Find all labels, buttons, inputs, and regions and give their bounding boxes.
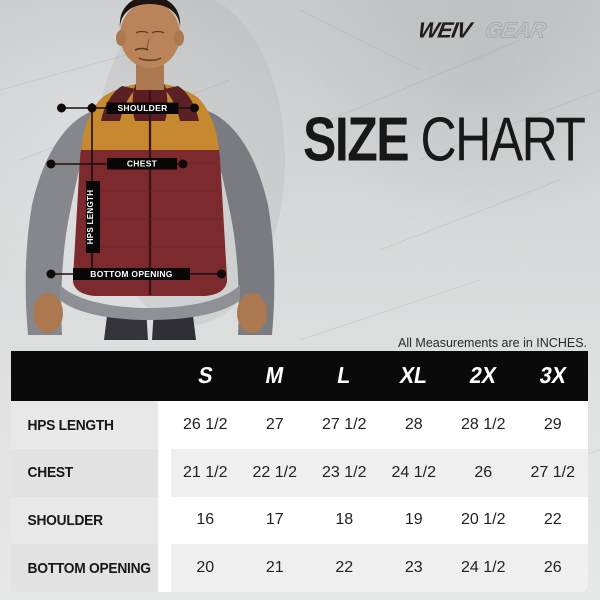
svg-text:WEIV: WEIV (420, 18, 476, 43)
svg-text:GEAR: GEAR (483, 18, 548, 43)
svg-text:HPS LENGTH: HPS LENGTH (86, 190, 95, 245)
svg-text:SHOULDER: SHOULDER (117, 103, 167, 113)
svg-text:BOTTOM OPENING: BOTTOM OPENING (90, 269, 173, 279)
svg-text:CHEST: CHEST (127, 159, 158, 169)
